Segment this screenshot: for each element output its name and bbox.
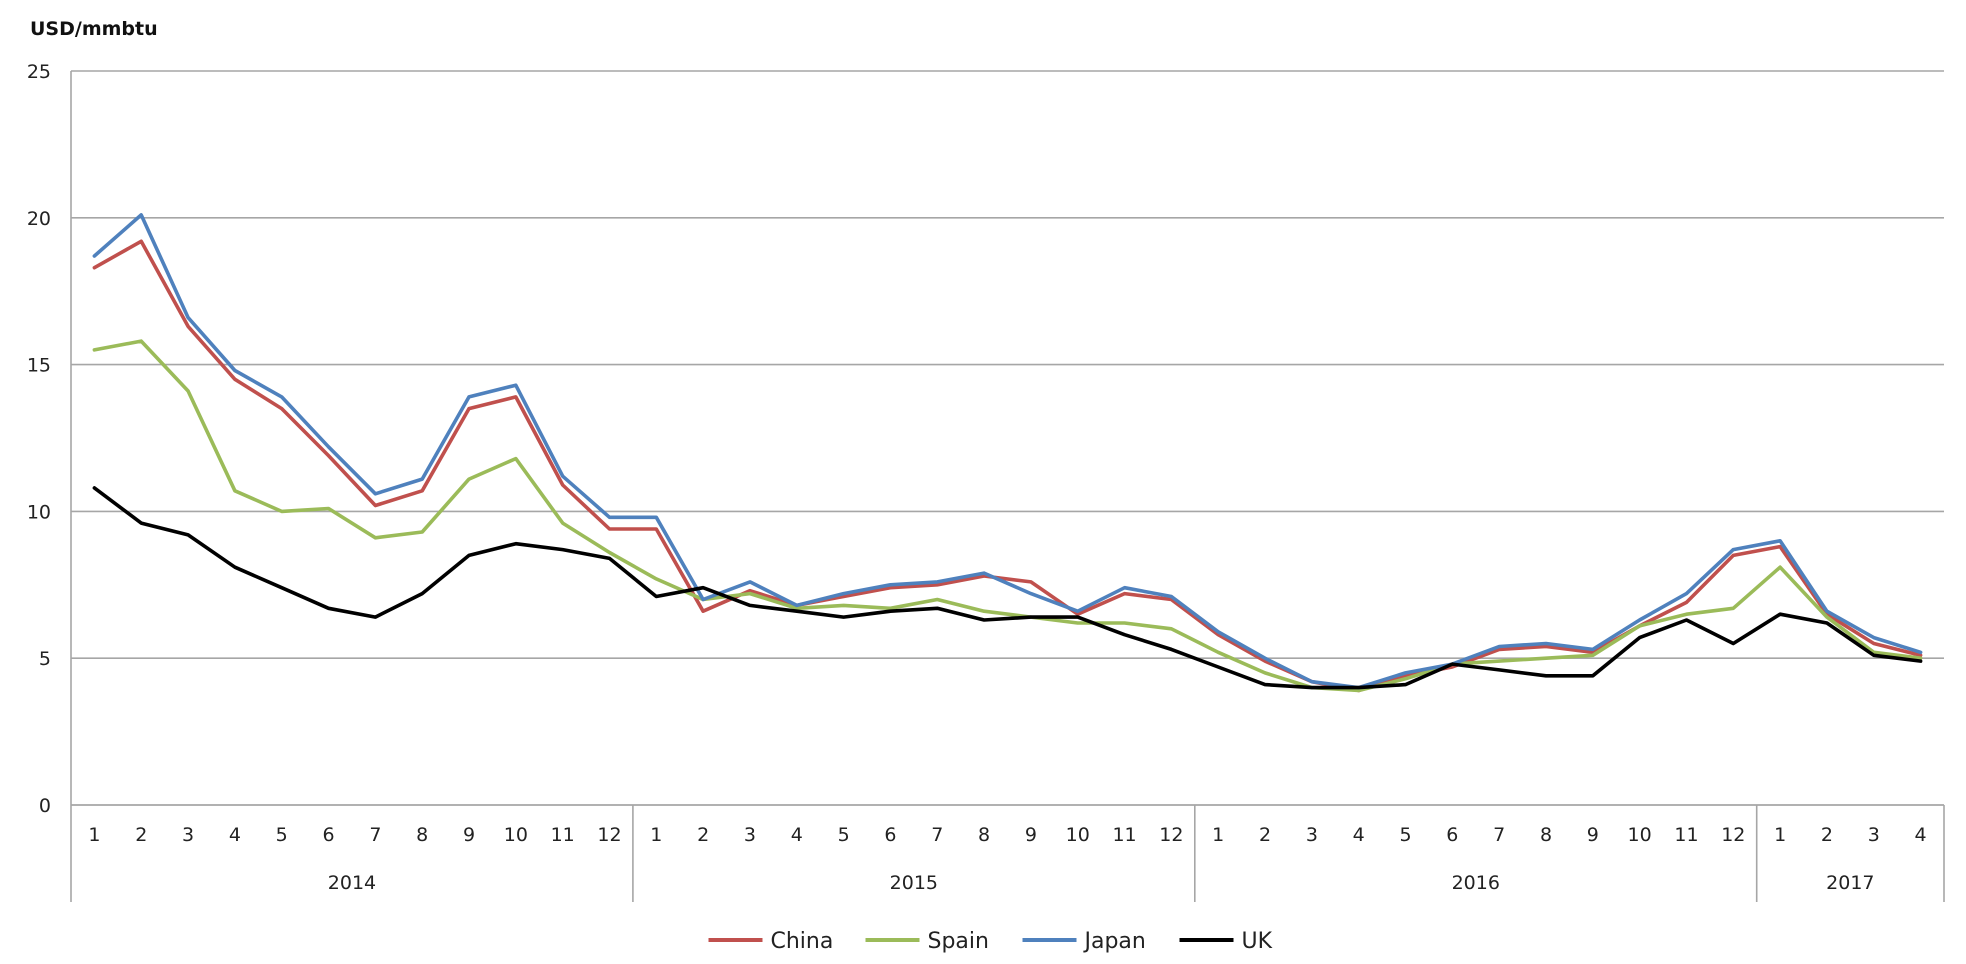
y-tick-label: 0 — [39, 795, 51, 817]
x-tick-month: 6 — [884, 824, 896, 846]
x-tick-month: 5 — [276, 824, 288, 846]
x-tick-month: 3 — [744, 824, 756, 846]
x-tick-month: 7 — [1493, 824, 1505, 846]
x-axis-year-labels: 2014 2015 2016 2017 — [328, 872, 1875, 894]
x-tick-month: 7 — [931, 824, 943, 846]
x-tick-month: 5 — [1399, 824, 1411, 846]
x-tick-month: 10 — [504, 824, 528, 846]
x-tick-month: 12 — [597, 824, 621, 846]
legend-item-uk: UK — [1179, 929, 1273, 954]
legend-label: UK — [1242, 929, 1273, 954]
x-tick-month: 3 — [1306, 824, 1318, 846]
legend-item-japan: Japan — [1022, 929, 1146, 954]
x-tick-month: 1 — [88, 824, 100, 846]
x-tick-month: 8 — [978, 824, 990, 846]
legend-item-spain: Spain — [865, 929, 989, 954]
axes — [70, 71, 1944, 902]
series-lines — [92, 213, 1923, 693]
x-tick-month: 11 — [1112, 824, 1136, 846]
x-tick-month: 11 — [1674, 824, 1698, 846]
x-tick-month: 1 — [1774, 824, 1786, 846]
gridlines — [71, 70, 1944, 806]
x-tick-month: 8 — [1540, 824, 1552, 846]
x-tick-month: 8 — [416, 824, 428, 846]
series-line-japan — [92, 213, 1923, 690]
x-tick-month: 9 — [1587, 824, 1599, 846]
x-year-label: 2016 — [1452, 872, 1500, 894]
x-tick-month: 6 — [1446, 824, 1458, 846]
x-tick-month: 3 — [1868, 824, 1880, 846]
x-tick-month: 11 — [551, 824, 575, 846]
x-year-label: 2014 — [328, 872, 376, 894]
y-tick-label: 10 — [27, 501, 51, 523]
x-tick-month: 7 — [369, 824, 381, 846]
x-tick-month: 10 — [1066, 824, 1090, 846]
x-tick-month: 5 — [838, 824, 850, 846]
x-tick-month: 4 — [1915, 824, 1927, 846]
legend-item-china: China — [708, 929, 834, 954]
series-line-spain — [92, 339, 1923, 693]
legend-label: Spain — [928, 929, 989, 954]
y-tick-label: 20 — [27, 208, 51, 230]
x-tick-month: 12 — [1721, 824, 1745, 846]
x-tick-month: 2 — [697, 824, 709, 846]
x-tick-month: 3 — [182, 824, 194, 846]
x-year-label: 2017 — [1826, 872, 1874, 894]
series-line-uk — [92, 486, 1923, 690]
x-tick-month: 2 — [135, 824, 147, 846]
x-axis-month-ticks: 1 2 3 4 5 6 7 8 9 10 11 12 1 2 3 4 5 6 7 8 9 10 11 12 1 2 3 4 5 6 7 8 9 1… — [88, 805, 1945, 902]
x-tick-month: 4 — [791, 824, 803, 846]
x-tick-month: 4 — [229, 824, 241, 846]
x-tick-month: 4 — [1353, 824, 1365, 846]
legend-label: China — [771, 929, 834, 954]
x-tick-month: 12 — [1159, 824, 1183, 846]
x-tick-month: 6 — [322, 824, 334, 846]
x-tick-month: 2 — [1259, 824, 1271, 846]
x-year-label: 2015 — [890, 872, 938, 894]
y-tick-label: 5 — [39, 648, 51, 670]
x-tick-month: 9 — [1025, 824, 1037, 846]
x-tick-month: 1 — [650, 824, 662, 846]
y-axis-ticks: 0 5 10 15 20 25 — [27, 61, 51, 817]
y-axis-unit-label: USD/mmbtu — [30, 18, 158, 40]
y-tick-label: 25 — [27, 61, 51, 83]
x-tick-month: 9 — [463, 824, 475, 846]
x-tick-month: 2 — [1821, 824, 1833, 846]
y-tick-label: 15 — [27, 355, 51, 377]
x-tick-month: 1 — [1212, 824, 1224, 846]
legend-label: Japan — [1083, 929, 1146, 954]
x-tick-month: 10 — [1628, 824, 1652, 846]
legend: China Spain Japan UK — [708, 929, 1273, 954]
